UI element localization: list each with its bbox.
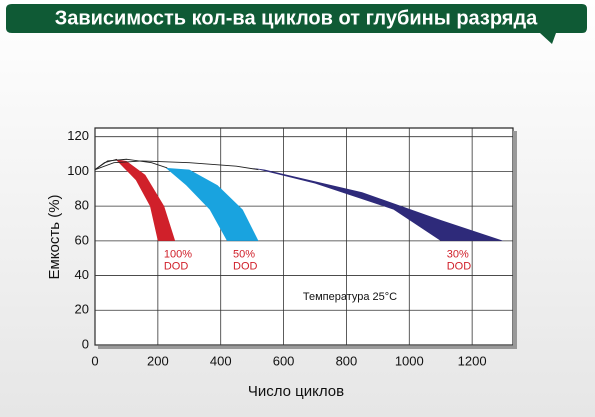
y-tick-label: 100 bbox=[67, 163, 89, 178]
dod-band bbox=[165, 167, 259, 241]
capacity-line bbox=[94, 160, 259, 171]
x-tick-label: 200 bbox=[147, 353, 169, 368]
chart-title: Зависимость кол-ва циклов от глубины раз… bbox=[55, 7, 538, 29]
capacity-line bbox=[94, 158, 168, 171]
y-tick-label: 0 bbox=[82, 336, 89, 351]
x-tick-label: 800 bbox=[336, 353, 358, 368]
y-tick-label: 80 bbox=[75, 198, 89, 213]
band-label: 100% bbox=[164, 249, 192, 261]
annotation: Температура 25°С bbox=[303, 291, 397, 303]
dod-band bbox=[252, 167, 504, 241]
band-label: DOD bbox=[233, 261, 258, 273]
y-tick-label: 120 bbox=[67, 128, 89, 143]
x-tick-label: 600 bbox=[273, 353, 295, 368]
y-tick-label: 60 bbox=[75, 232, 89, 247]
x-axis-label: Число циклов bbox=[248, 383, 344, 400]
band-label: DOD bbox=[447, 261, 472, 273]
y-tick-label: 40 bbox=[75, 267, 89, 282]
dod-band bbox=[115, 159, 176, 241]
y-axis-label: Емкость (%) bbox=[46, 194, 63, 279]
band-label: 50% bbox=[233, 249, 255, 261]
x-tick-label: 1200 bbox=[458, 353, 487, 368]
band-label: 30% bbox=[447, 249, 469, 261]
title-banner bbox=[6, 4, 587, 44]
y-tick-label: 20 bbox=[75, 302, 89, 317]
x-tick-label: 0 bbox=[91, 353, 98, 368]
plot-shadow bbox=[513, 131, 517, 349]
x-tick-label: 400 bbox=[210, 353, 232, 368]
x-tick-label: 1000 bbox=[395, 353, 424, 368]
band-label: DOD bbox=[164, 261, 189, 273]
plot-shadow bbox=[98, 345, 517, 349]
